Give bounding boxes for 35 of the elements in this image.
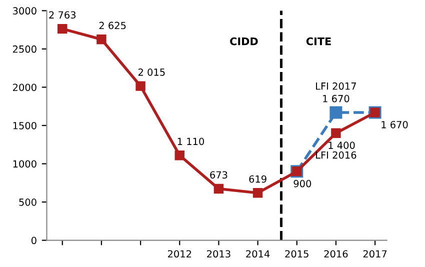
x-tick-label: 2017 (363, 250, 387, 258)
x-tick-label: 2015 (285, 250, 308, 258)
y-tick-label: 2000 (12, 84, 36, 92)
y-tick-label: 3000 (13, 7, 36, 15)
x-tick-label: 2014 (246, 250, 270, 258)
x-tick-label: 2016 (324, 250, 348, 258)
data-label: 1 670 (323, 94, 350, 102)
data-label: 2 015 (138, 68, 165, 76)
annotation: LFI 2016 (316, 151, 356, 159)
annotation: CIDD (230, 37, 258, 46)
point (174, 150, 184, 160)
annotation: CITE (306, 37, 331, 46)
data-label: 900 (294, 180, 312, 188)
x-tick-label: 2013 (207, 250, 230, 258)
data-label: 1 110 (178, 138, 204, 146)
data-label: 1 670 (382, 120, 408, 128)
data-label: 673 (210, 171, 228, 179)
data-label: 2 625 (99, 22, 126, 30)
point (214, 184, 224, 194)
point (58, 24, 68, 34)
y-tick-label: 500 (19, 198, 36, 206)
data-label: 619 (249, 175, 266, 183)
x-tick-label: 2012 (168, 250, 192, 258)
y-tick-label: 2500 (12, 45, 36, 53)
point (331, 128, 341, 138)
point (136, 81, 146, 91)
y-tick-label: 1500 (13, 122, 36, 130)
y-tick-label: 0 (31, 236, 36, 244)
point (96, 34, 106, 44)
data-label: 2 763 (49, 11, 76, 19)
point (330, 106, 342, 119)
y-tick-label: 1000 (13, 160, 36, 168)
annotation: LFI 2017 (316, 82, 356, 90)
data-label: 1 400 (328, 142, 355, 150)
point (252, 188, 263, 198)
